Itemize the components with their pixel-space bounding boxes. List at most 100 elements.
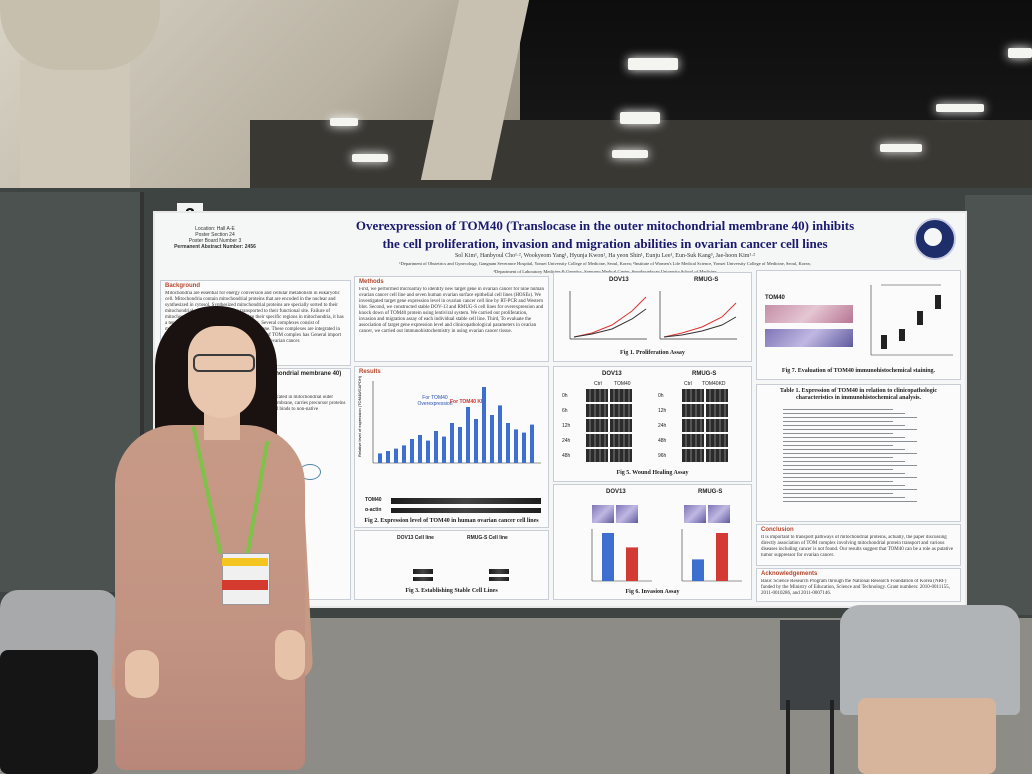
table-row bbox=[783, 493, 893, 494]
pillar-cap bbox=[0, 0, 160, 70]
invasion-image bbox=[616, 505, 638, 523]
blot-label-actin: α-actin bbox=[365, 507, 382, 513]
conclusion-panel: Conclusion It is important to transport … bbox=[756, 524, 961, 566]
table-row bbox=[783, 441, 917, 442]
table1-panel: Table 1. Expression of TOM40 in relation… bbox=[756, 384, 961, 522]
fig2-caption: Fig 2. Expression level of TOM40 in huma… bbox=[364, 518, 539, 524]
affiliation: ³Department of Laboratory Medicine & Gen… bbox=[493, 269, 717, 274]
fig3-blot-4 bbox=[489, 577, 509, 581]
fig7-boxplot bbox=[870, 284, 953, 356]
fig2-bar bbox=[394, 448, 398, 463]
wound-image bbox=[706, 389, 728, 402]
table-row bbox=[783, 433, 893, 434]
fig7-label: TOM40 bbox=[765, 295, 785, 301]
fig2-bar-chart bbox=[372, 381, 541, 464]
ceiling-light bbox=[352, 154, 388, 162]
fig2-bar bbox=[402, 445, 406, 463]
fig5-label-dov13: DOV13 bbox=[602, 371, 622, 377]
invasion-image bbox=[708, 505, 730, 523]
table-row bbox=[783, 457, 893, 458]
table-row bbox=[783, 497, 905, 498]
table-row bbox=[783, 489, 917, 490]
fig7-caption: Fig 7. Evaluation of TOM40 immunohistoch… bbox=[781, 368, 936, 374]
table-row bbox=[783, 421, 893, 422]
table1-caption: Table 1. Expression of TOM40 in relation… bbox=[779, 388, 938, 401]
fig3-blot-3 bbox=[489, 569, 509, 574]
section-title: Results bbox=[359, 369, 381, 375]
fig2-bar bbox=[522, 432, 526, 463]
wound-time-label: 24h bbox=[658, 423, 667, 429]
wound-time-label: 12h bbox=[658, 408, 667, 414]
fig6-bar bbox=[716, 533, 728, 581]
badge-stripe bbox=[222, 558, 268, 566]
fig2-bar bbox=[426, 440, 430, 463]
wound-image bbox=[586, 434, 608, 447]
fig3-label-dov13: DOV13 Cell line bbox=[397, 535, 434, 541]
fig2-bar bbox=[514, 429, 518, 463]
chair-leg bbox=[786, 700, 790, 774]
chair-right bbox=[840, 605, 1020, 715]
table-row bbox=[783, 453, 917, 454]
section-title: Conclusion bbox=[761, 527, 794, 533]
ceiling-light bbox=[936, 104, 984, 112]
fig2-bar bbox=[530, 424, 534, 463]
wound-image bbox=[586, 419, 608, 432]
table-row bbox=[783, 413, 905, 414]
table-row bbox=[783, 485, 905, 486]
fig5-wound-panel: DOV13 RMUG-S Ctrl TOM40 Ctrl TOM40KD 0h 6… bbox=[553, 366, 752, 482]
invasion-image bbox=[592, 505, 614, 523]
pillar bbox=[20, 60, 130, 200]
info-line: Poster Section 24 bbox=[195, 232, 235, 238]
fig6-bar bbox=[602, 533, 614, 581]
fig1-label-rmug: RMUG-S bbox=[694, 277, 719, 283]
fig1-proliferation-panel: DOV13 RMUG-S Fig 1. Proliferation Assay bbox=[553, 272, 752, 362]
quilted-handbag bbox=[858, 698, 996, 774]
fig7-ihc-panel: TOM40 Fig 7. Evaluation of TOM40 immunoh… bbox=[756, 270, 961, 380]
logo-emblem bbox=[924, 228, 942, 246]
table-row bbox=[783, 469, 893, 470]
fig6-bar-charts bbox=[591, 529, 742, 582]
fig6-label-rmug: RMUG-S bbox=[698, 489, 723, 495]
fig2-bar bbox=[474, 419, 478, 463]
wound-image bbox=[586, 389, 608, 402]
ceiling-light bbox=[612, 150, 648, 158]
table-row bbox=[783, 425, 905, 426]
section-text: It is important to transport pathways of… bbox=[761, 535, 954, 558]
wound-image bbox=[682, 449, 704, 462]
fig2-ylabel: Relative level of expression (TOM40/GAPD… bbox=[357, 375, 362, 457]
fig5-caption: Fig 5. Wound Healing Assay bbox=[616, 470, 689, 476]
fig5-tomkd: TOM40KD bbox=[702, 381, 726, 387]
ihc-image-row-2 bbox=[765, 329, 853, 347]
fig3-label-rmug: RMUG-S Cell line bbox=[467, 535, 508, 541]
wound-image bbox=[586, 404, 608, 417]
section-text: Basic Science Research Program through t… bbox=[761, 579, 950, 596]
fig2-bar bbox=[498, 405, 502, 463]
chair-back-dark bbox=[780, 620, 840, 710]
wound-image bbox=[682, 404, 704, 417]
fig5-ctrl: Ctrl bbox=[684, 381, 692, 387]
fig6-bar bbox=[626, 547, 638, 581]
blot-band-tom40 bbox=[391, 498, 541, 504]
table-row bbox=[783, 449, 905, 450]
badge-stripe bbox=[222, 580, 268, 590]
table-row bbox=[783, 429, 917, 430]
fig2-bar bbox=[410, 439, 414, 463]
table-row bbox=[783, 409, 893, 410]
fig1-caption: Fig 1. Proliferation Assay bbox=[620, 350, 685, 356]
section-title: Acknowledgements bbox=[761, 571, 818, 577]
fig5-tom40: TOM40 bbox=[614, 381, 631, 387]
wound-time-label: 6h bbox=[562, 408, 568, 414]
fig3-stable-lines-panel: DOV13 Cell line RMUG-S Cell line Fig 3. … bbox=[354, 530, 549, 600]
poster-authors: Sol Kim¹, Hanbyoul Cho¹·², Wookyeom Yang… bbox=[300, 252, 910, 276]
fig2-expression-panel: Results For TOM40 Overexpression For TOM… bbox=[354, 366, 549, 528]
wound-image bbox=[706, 434, 728, 447]
fig3-caption: Fig 3. Establishing Stable Cell Lines bbox=[405, 588, 498, 594]
fig6-invasion-panel: DOV13 RMUG-S Fig 6. Invasion Assay bbox=[553, 484, 752, 600]
wound-image bbox=[586, 449, 608, 462]
affiliation: ¹Department of Obstetrics and Gynecology… bbox=[399, 261, 811, 266]
fig2-bar bbox=[434, 431, 438, 463]
fig2-bar bbox=[482, 387, 486, 463]
fig5-ctrl: Ctrl bbox=[594, 381, 602, 387]
table-row bbox=[783, 473, 905, 474]
wound-image bbox=[610, 389, 632, 402]
